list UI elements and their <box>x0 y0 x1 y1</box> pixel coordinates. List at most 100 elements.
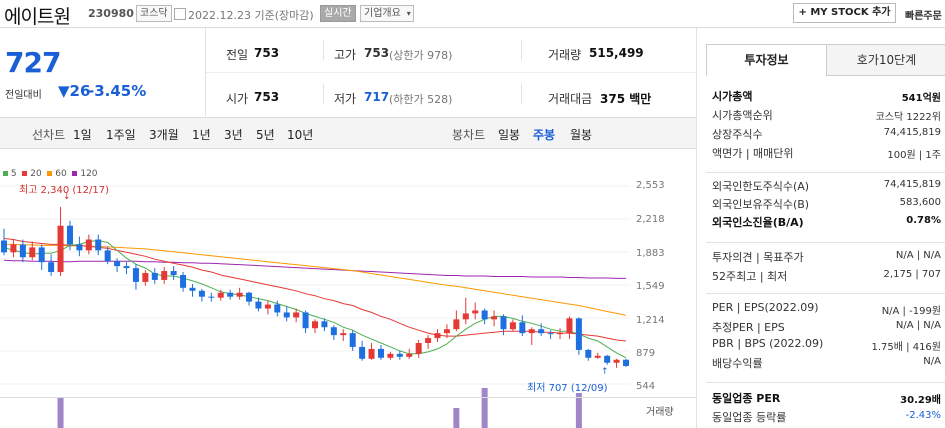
divider <box>521 84 522 104</box>
line-chart-label[interactable]: 선차트 <box>32 128 66 142</box>
series-line-ma60 <box>4 243 627 316</box>
volume-bar <box>481 388 488 428</box>
low-label: 저가 <box>334 92 357 106</box>
candle-body <box>123 266 130 269</box>
candle-tab-monthly[interactable]: 월봉 <box>570 128 593 142</box>
volume-value: 515,499 <box>589 46 644 60</box>
candle-body <box>528 329 535 334</box>
y-tick: 544 <box>636 381 656 392</box>
candle-body <box>29 247 36 258</box>
add-mystock-button[interactable]: + MY STOCK 추가 <box>793 3 896 23</box>
y-tick: 1,883 <box>636 248 665 259</box>
prev-close-value: 753 <box>254 46 280 60</box>
period-tab-3y[interactable]: 3년 <box>224 128 243 142</box>
period-tab-1w[interactable]: 1주일 <box>106 128 136 142</box>
info-label: 동일업종 PER <box>712 392 781 405</box>
volume-divider <box>0 397 696 398</box>
candle-body <box>396 353 403 357</box>
tab-orderbook-10[interactable]: 호가10단계 <box>826 44 945 76</box>
candle-body <box>368 348 375 359</box>
candle-body <box>227 292 234 297</box>
info-value: 583,600 <box>899 197 941 208</box>
candle-chart-label[interactable]: 봉차트 <box>452 128 486 142</box>
candle-body <box>330 327 337 336</box>
volume-bar <box>575 393 582 428</box>
candle-body <box>349 333 356 347</box>
info-value: 2,175 | 707 <box>883 269 941 280</box>
candle-body <box>604 355 611 363</box>
legend-ma20: 20 <box>30 169 42 179</box>
chart-legend: 5 20 60 120 <box>3 169 98 179</box>
realtime-button[interactable]: 실시간 <box>320 5 356 22</box>
candle-body <box>491 316 498 320</box>
current-price: 727 <box>5 46 61 79</box>
divider <box>696 28 697 428</box>
info-label: 추정PER | EPS <box>712 321 785 334</box>
min-annotation: 최저 707 (12/09) <box>527 383 608 394</box>
candle-body <box>85 239 92 251</box>
candle-body <box>283 312 290 318</box>
candle-body <box>472 310 479 314</box>
change-value: ▼26 <box>58 82 91 100</box>
candle-body <box>462 313 469 320</box>
info-label: 투자의견 | 목표주가 <box>712 251 804 264</box>
info-value: N/A | N/A <box>895 320 941 331</box>
candle-body <box>500 316 507 330</box>
info-value: 30.29배 <box>900 395 941 406</box>
info-label: 상장주식수 <box>712 128 763 141</box>
candle-body <box>547 333 554 335</box>
period-tab-5y[interactable]: 5년 <box>256 128 275 142</box>
period-tab-1d[interactable]: 1일 <box>73 128 92 142</box>
amount-label: 거래대금 <box>548 92 593 106</box>
low-limit: (하한가 528) <box>389 93 453 106</box>
candle-body <box>66 225 73 245</box>
info-label: 동일업종 등락률 <box>712 411 787 424</box>
candle-body <box>132 268 139 282</box>
candle-body <box>453 319 460 330</box>
stock-code: 230980 <box>88 7 134 20</box>
info-label: 외국인보유주식수(B) <box>712 198 810 211</box>
section-divider <box>706 382 945 383</box>
y-tick: 1,549 <box>636 281 665 292</box>
volume-bar <box>453 408 460 428</box>
info-value: 74,415,819 <box>883 179 941 190</box>
candle-tab-daily[interactable]: 일봉 <box>498 128 521 142</box>
candle-body <box>208 296 215 298</box>
divider <box>521 40 522 60</box>
company-overview-dropdown[interactable]: 기업개요 ▾ <box>360 5 414 22</box>
info-label: 52주최고 | 최저 <box>712 270 788 283</box>
info-value: N/A <box>923 356 941 367</box>
company-overview-label: 기업개요 <box>364 8 401 19</box>
info-value: 1.75배 | 416원 <box>871 342 941 353</box>
info-label: 액면가 | 매매단위 <box>712 147 794 160</box>
candle-body <box>312 321 318 329</box>
candle-body <box>406 353 413 357</box>
legend-ma5: 5 <box>10 169 17 179</box>
candle-body <box>321 321 328 328</box>
series-line-ma120 <box>3 259 626 279</box>
quick-order-link[interactable]: 빠른주문 <box>905 11 942 22</box>
candle-body <box>434 333 441 339</box>
candle-tab-weekly[interactable]: 주봉 <box>533 128 556 142</box>
divider <box>205 28 206 116</box>
period-tab-1y[interactable]: 1년 <box>192 128 211 142</box>
high-value: 753 <box>364 46 390 60</box>
period-tab-10y[interactable]: 10년 <box>287 128 314 142</box>
amount-value: 375 백만 <box>600 92 652 106</box>
candle-body <box>104 250 111 262</box>
open-label: 시가 <box>226 92 249 106</box>
max-arrow-icon: ↓ <box>63 192 71 202</box>
candle-body <box>509 322 516 330</box>
candle-body <box>443 329 450 334</box>
open-value: 753 <box>254 90 280 104</box>
legend-swatch-ma60 <box>47 171 53 176</box>
chevron-down-icon: ▾ <box>406 9 411 18</box>
period-tab-3m[interactable]: 3개월 <box>149 128 179 142</box>
info-label: 외국인한도주식수(A) <box>712 180 810 193</box>
info-value: 74,415,819 <box>883 127 941 138</box>
tab-investment-info[interactable]: 투자정보 <box>706 44 827 76</box>
candle-body <box>114 261 121 267</box>
candle-body <box>293 312 300 318</box>
candle-body <box>264 304 271 309</box>
info-label: 외국인소진율(B/A) <box>712 216 804 229</box>
